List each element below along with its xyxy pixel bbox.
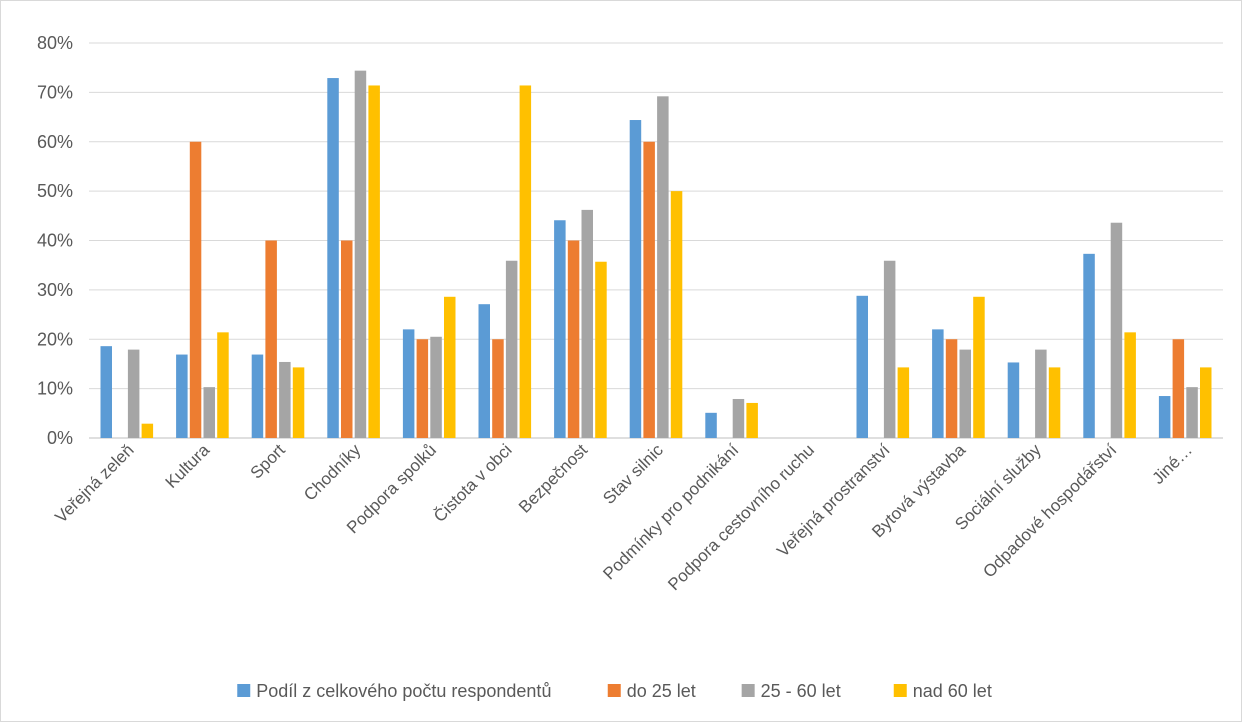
bar bbox=[402, 329, 415, 438]
bar bbox=[732, 398, 745, 438]
x-category-label: Stav silnic bbox=[599, 440, 667, 508]
bar bbox=[1172, 339, 1185, 438]
bar bbox=[478, 304, 490, 438]
bar bbox=[595, 261, 607, 438]
y-tick-label: 10% bbox=[37, 379, 73, 399]
bar bbox=[629, 120, 642, 439]
y-tick-label: 50% bbox=[37, 181, 73, 201]
bar bbox=[1007, 362, 1020, 438]
y-tick-label: 60% bbox=[37, 132, 73, 152]
bar bbox=[341, 240, 353, 438]
bar bbox=[127, 349, 140, 438]
bar bbox=[217, 332, 229, 438]
x-category-label: Sport bbox=[247, 440, 289, 482]
y-tick-label: 20% bbox=[37, 329, 73, 349]
legend-swatch bbox=[607, 684, 621, 697]
x-category-label: Podpora cestovního ruchu bbox=[664, 440, 818, 594]
bar bbox=[1158, 396, 1171, 438]
x-category-label: Jiné… bbox=[1149, 440, 1197, 488]
x-category-label: Odpadové hospodářství bbox=[979, 440, 1120, 581]
bar bbox=[505, 260, 518, 438]
bar bbox=[945, 339, 958, 438]
bar bbox=[279, 361, 291, 438]
bar bbox=[368, 85, 380, 439]
bar bbox=[251, 354, 264, 438]
bar bbox=[959, 349, 971, 438]
y-tick-label: 80% bbox=[37, 33, 73, 53]
bars bbox=[100, 70, 1212, 439]
bar bbox=[897, 367, 910, 438]
x-category-label: Bezpečnost bbox=[515, 440, 591, 516]
bar bbox=[883, 260, 896, 438]
bar bbox=[416, 339, 429, 438]
bar bbox=[1035, 349, 1047, 438]
gridlines bbox=[89, 42, 1223, 439]
bar bbox=[492, 339, 504, 438]
bar bbox=[1124, 332, 1136, 438]
x-category-label: Kultura bbox=[162, 440, 214, 492]
y-tick-label: 30% bbox=[37, 280, 73, 300]
legend-label: Podíl z celkového počtu respondentů bbox=[256, 681, 551, 701]
bar bbox=[746, 402, 758, 438]
legend-swatch bbox=[237, 684, 251, 697]
legend-swatch bbox=[893, 684, 907, 697]
bar bbox=[856, 295, 868, 438]
bar bbox=[519, 85, 532, 439]
x-category-label: Podmínky pro podnikání bbox=[599, 440, 742, 583]
bar bbox=[189, 141, 202, 438]
y-tick-label: 70% bbox=[37, 82, 73, 102]
x-axis-category-labels: Veřejná zeleň Kultura Sport Chodníky Podpora… bbox=[51, 440, 1196, 594]
legend-label: nad 60 let bbox=[913, 681, 992, 701]
legend-swatch bbox=[741, 684, 755, 697]
bar bbox=[567, 240, 580, 438]
bar bbox=[444, 296, 456, 438]
bar bbox=[203, 387, 215, 438]
y-axis-tick-labels: 0% 10% 20% 30% 40% 50% 60% 70% 80% bbox=[37, 33, 73, 448]
bar bbox=[292, 367, 305, 438]
bar bbox=[327, 78, 339, 439]
x-category-label: Čistota v obci bbox=[430, 440, 516, 526]
legend-label: 25 - 60 let bbox=[761, 681, 841, 701]
legend: Podíl z celkového počtu respondentů do 25… bbox=[237, 681, 992, 701]
bar bbox=[705, 412, 717, 438]
y-tick-label: 0% bbox=[47, 428, 73, 448]
bar bbox=[1110, 222, 1123, 438]
y-tick-label: 40% bbox=[37, 231, 73, 251]
bar bbox=[354, 70, 367, 439]
bar bbox=[1200, 367, 1212, 438]
legend-label: do 25 let bbox=[627, 681, 696, 701]
bar bbox=[430, 336, 442, 438]
x-category-label: Chodníky bbox=[300, 440, 365, 505]
bar bbox=[1048, 367, 1061, 438]
bar bbox=[932, 329, 944, 438]
bar bbox=[554, 220, 566, 438]
bar bbox=[141, 423, 154, 438]
bar bbox=[265, 240, 277, 438]
bar bbox=[581, 209, 593, 438]
bar bbox=[176, 354, 188, 438]
bar bbox=[973, 296, 985, 438]
bar bbox=[643, 141, 655, 438]
bar bbox=[670, 191, 683, 438]
bar bbox=[657, 96, 669, 438]
bar bbox=[1186, 387, 1198, 438]
bar bbox=[1083, 253, 1095, 438]
bar bbox=[100, 346, 112, 438]
x-category-label: Veřejná zeleň bbox=[51, 440, 137, 526]
